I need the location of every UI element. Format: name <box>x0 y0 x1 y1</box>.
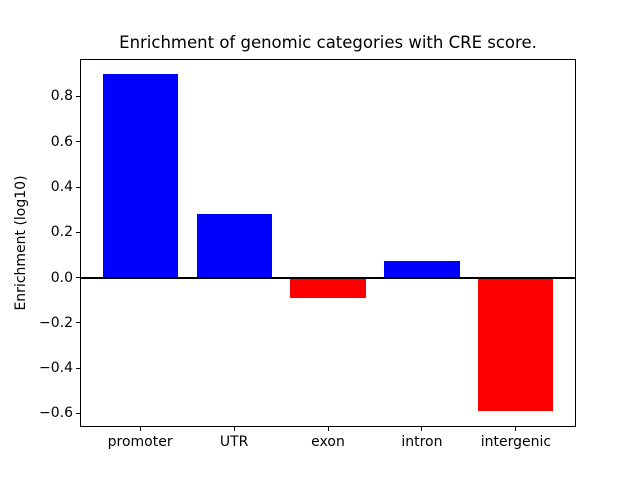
y-tick-label: 0.6 <box>50 133 73 150</box>
bar-exon <box>290 277 366 298</box>
y-tick-label: −0.4 <box>39 360 73 377</box>
y-tick-label: −0.6 <box>39 405 73 422</box>
y-tick-mark <box>76 367 80 369</box>
chart-title: Enrichment of genomic categories with CR… <box>119 33 537 52</box>
y-tick-mark <box>76 277 80 278</box>
y-tick-mark <box>76 141 80 143</box>
x-tick-label-UTR: UTR <box>219 434 249 450</box>
bar-UTR <box>196 214 272 278</box>
y-tick-label: 0.2 <box>50 224 73 241</box>
x-tick-label-promoter: promoter <box>107 434 173 450</box>
y-tick-mark <box>76 412 80 414</box>
bar-intron <box>384 260 460 278</box>
y-tick-mark <box>76 186 80 188</box>
x-tick-mark <box>233 427 235 431</box>
y-tick-label: −0.2 <box>39 314 73 331</box>
x-tick-mark <box>515 427 517 431</box>
x-tick-label-intergenic: intergenic <box>480 434 552 450</box>
y-tick-label: 0.0 <box>50 269 73 286</box>
x-tick-label-intron: intron <box>401 434 443 450</box>
x-tick-mark <box>327 427 329 431</box>
y-tick-mark <box>76 95 80 97</box>
bar-promoter <box>102 73 178 278</box>
y-tick-mark <box>76 231 80 233</box>
y-tick-label: 0.4 <box>50 179 73 195</box>
zero-line <box>80 276 576 279</box>
bar-intergenic <box>478 277 554 412</box>
x-tick-mark <box>139 427 141 431</box>
y-axis-label: Enrichment (log10) <box>13 175 29 311</box>
x-tick-label-exon: exon <box>311 434 345 450</box>
y-tick-label: 0.8 <box>50 88 73 105</box>
y-tick-mark <box>76 322 80 324</box>
x-tick-mark <box>421 427 423 431</box>
